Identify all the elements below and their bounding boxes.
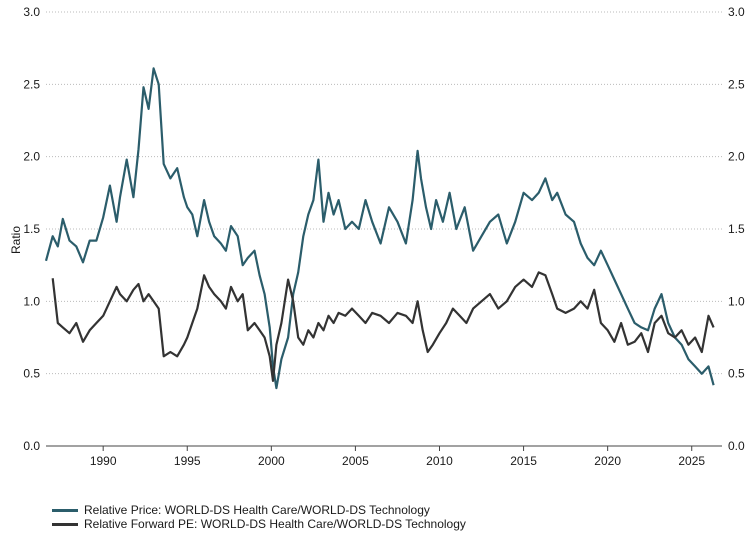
y-axis-left: 0.0 0.5 1.0 1.5 2.0 2.5 3.0 <box>23 5 40 453</box>
y-tick-left-1.5: 1.5 <box>23 222 40 236</box>
y-tick-right-0.5: 0.5 <box>728 367 745 381</box>
y-tick-left-2.0: 2.0 <box>23 150 40 164</box>
y-tick-left-0.5: 0.5 <box>23 367 40 381</box>
y-axis-right: 0.0 0.5 1.0 1.5 2.0 2.5 3.0 <box>728 5 745 453</box>
x-tick-1990: 1990 <box>90 454 117 468</box>
x-tick-2025: 2025 <box>678 454 705 468</box>
y-tick-left-1.0: 1.0 <box>23 294 40 308</box>
x-tick-2005: 2005 <box>342 454 369 468</box>
x-tick-2015: 2015 <box>510 454 537 468</box>
x-tick-1995: 1995 <box>174 454 201 468</box>
x-tick-2020: 2020 <box>594 454 621 468</box>
series-lines <box>44 67 715 390</box>
y-tick-right-3.0: 3.0 <box>728 5 745 19</box>
y-axis-title: Ratio <box>9 226 23 254</box>
y-tick-right-0.0: 0.0 <box>728 439 745 453</box>
y-tick-right-2.0: 2.0 <box>728 150 745 164</box>
y-tick-left-2.5: 2.5 <box>23 77 40 91</box>
x-tick-2010: 2010 <box>426 454 453 468</box>
series-line-relative-price <box>44 67 715 390</box>
y-tick-left-3.0: 3.0 <box>23 5 40 19</box>
x-axis: 1990 1995 2000 2005 2010 2015 2020 2025 <box>90 446 705 468</box>
y-tick-left-0.0: 0.0 <box>23 439 40 453</box>
legend-label-pe: Relative Forward PE: WORLD-DS Health Car… <box>84 517 466 531</box>
y-tick-right-2.5: 2.5 <box>728 77 745 91</box>
y-tick-right-1.5: 1.5 <box>728 222 745 236</box>
legend: Relative Price: WORLD-DS Health Care/WOR… <box>52 503 466 531</box>
legend-swatch-pe <box>52 522 78 526</box>
legend-item-price: Relative Price: WORLD-DS Health Care/WOR… <box>52 503 466 517</box>
legend-item-pe: Relative Forward PE: WORLD-DS Health Car… <box>52 517 466 531</box>
series-line-relative-forward-pe <box>51 271 715 382</box>
y-tick-right-1.0: 1.0 <box>728 294 745 308</box>
x-tick-2000: 2000 <box>258 454 285 468</box>
legend-swatch-price <box>52 508 78 512</box>
gridlines <box>46 11 722 447</box>
legend-label-price: Relative Price: WORLD-DS Health Care/WOR… <box>84 503 430 517</box>
